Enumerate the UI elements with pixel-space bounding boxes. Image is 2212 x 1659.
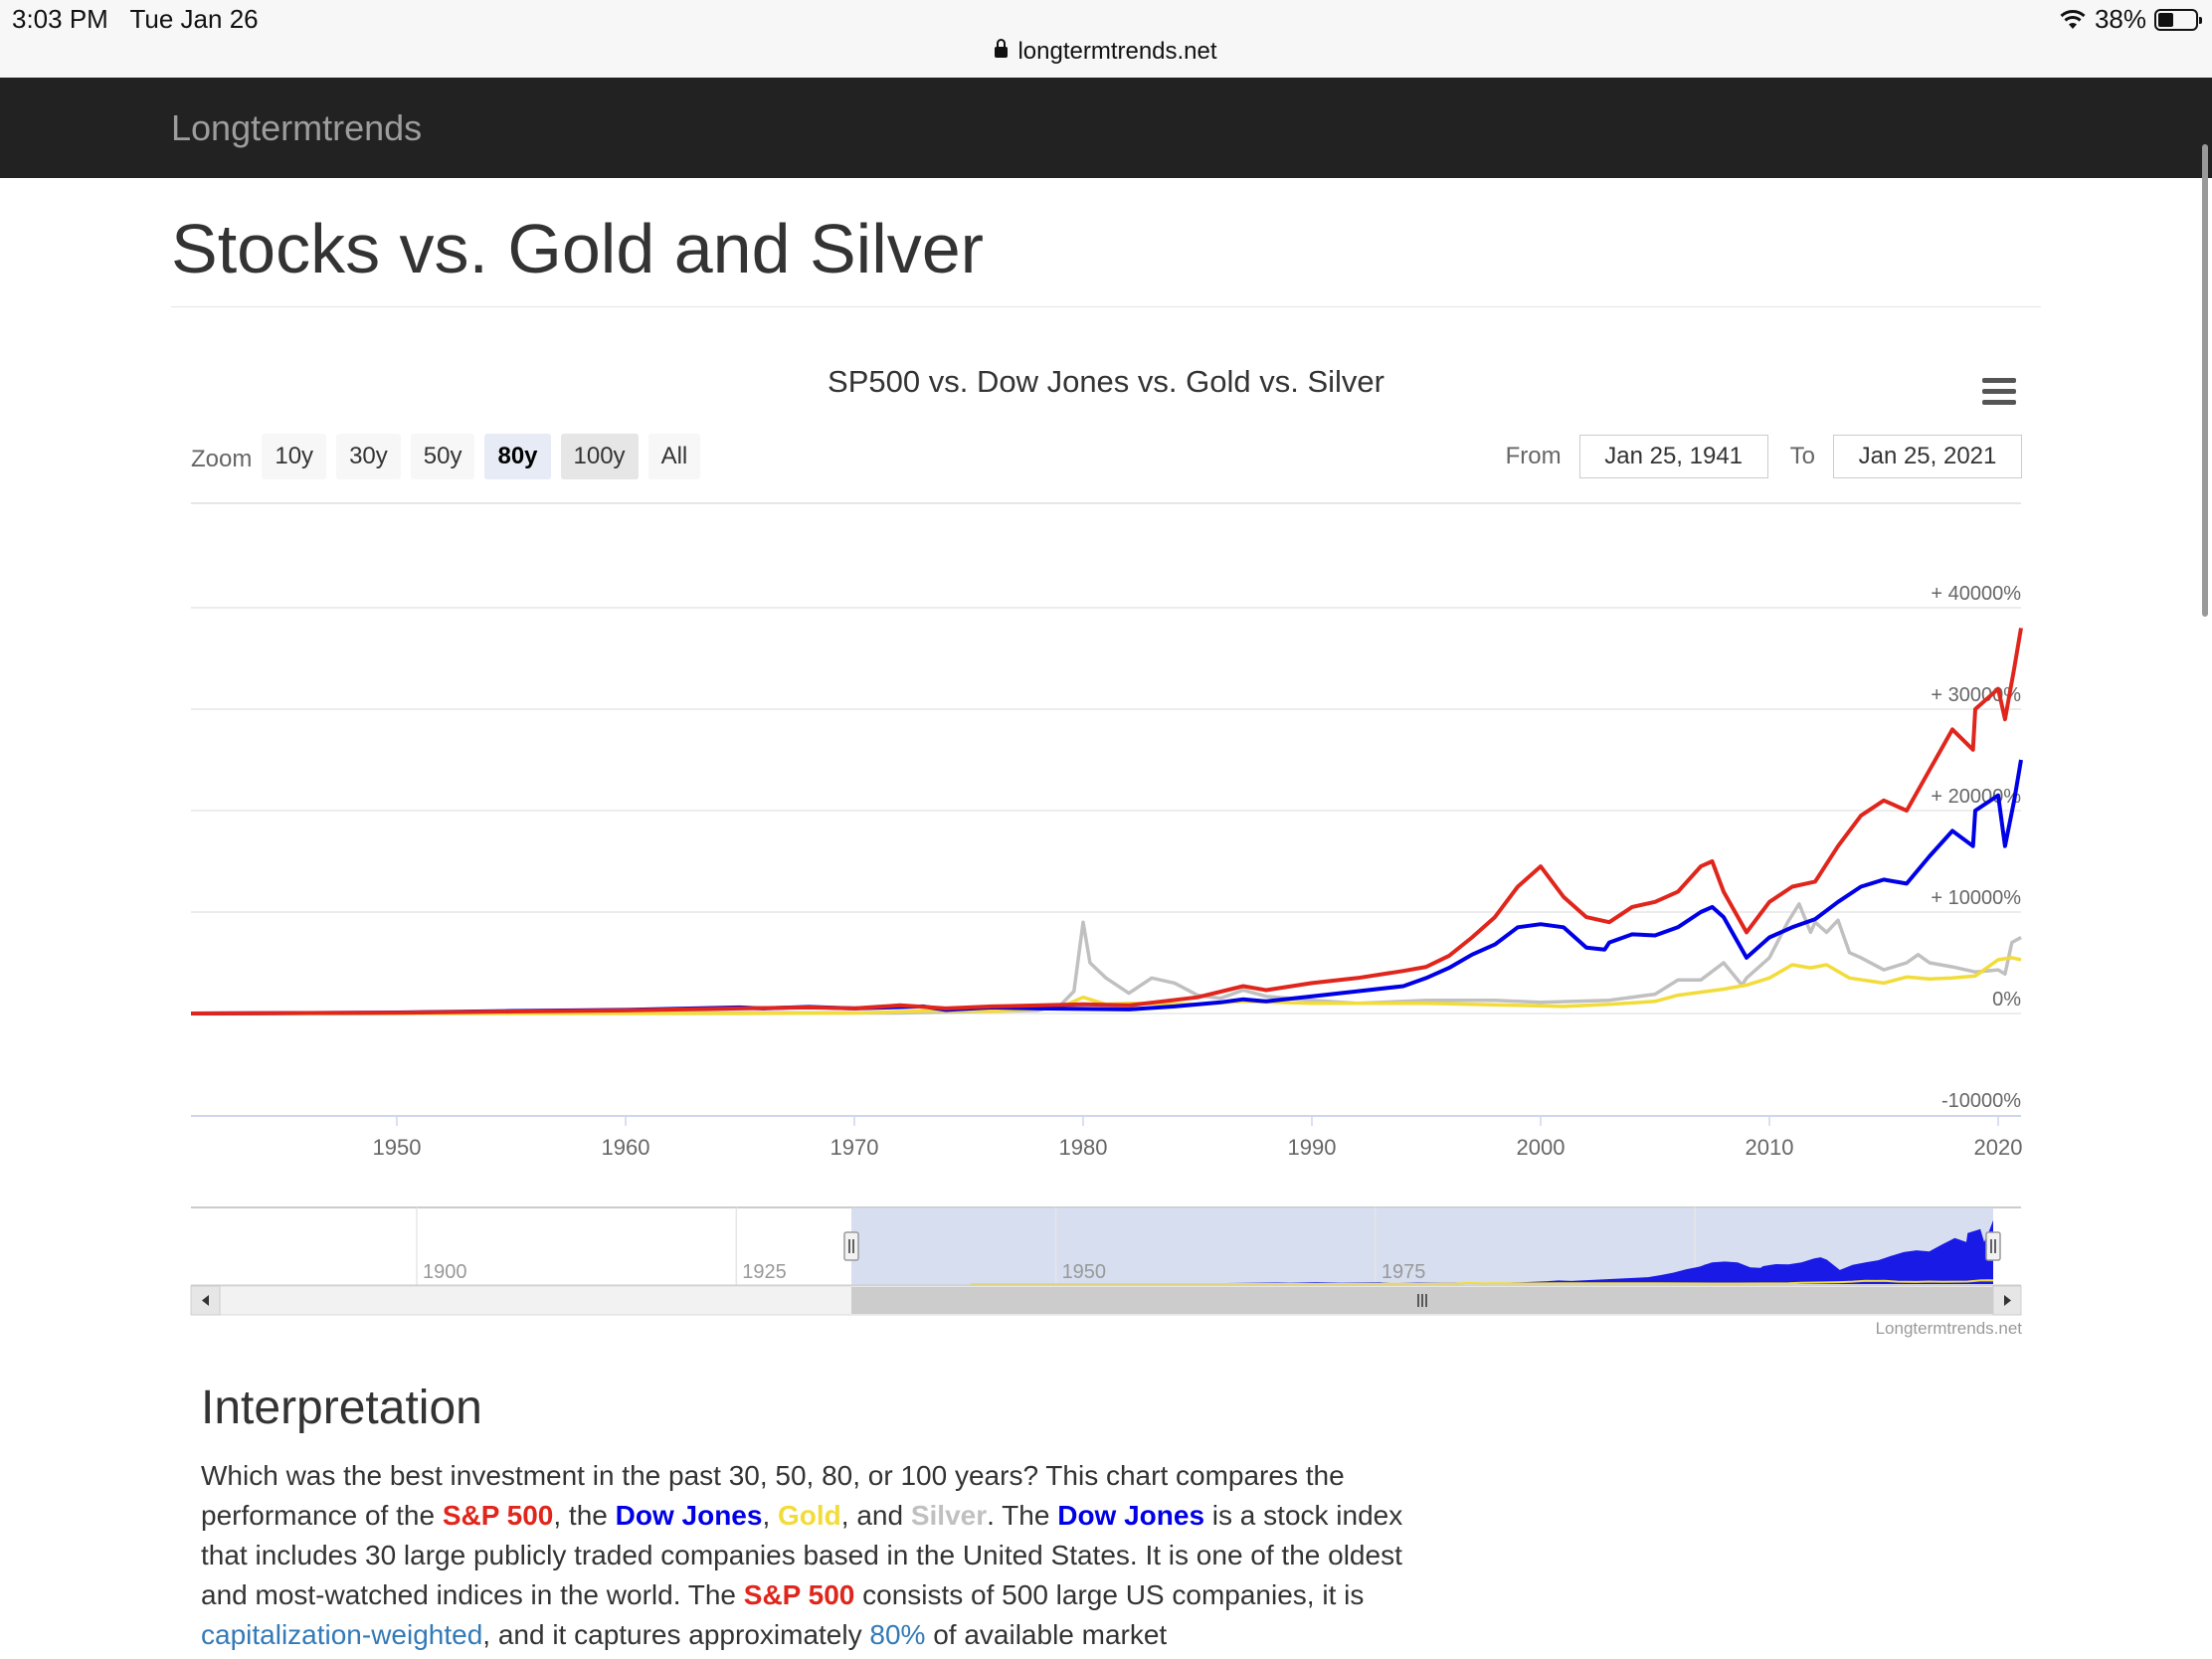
status-date: Tue Jan 26 (129, 4, 259, 34)
dow-highlight: Dow Jones (615, 1500, 763, 1531)
to-label: To (1789, 443, 1815, 469)
chart-title: SP500 vs. Dow Jones vs. Gold vs. Silver (828, 364, 1384, 399)
y-tick-label: 0% (1992, 989, 2021, 1011)
navigator-year-label: 1975 (1382, 1261, 1426, 1283)
status-right: 38% (2059, 4, 2202, 35)
interpretation-paragraph: Which was the best investment in the pas… (201, 1460, 1403, 1650)
navigator-left-handle[interactable] (843, 1231, 859, 1261)
zoom-30y-button[interactable]: 30y (336, 434, 401, 479)
y-tick-label: + 20000% (1931, 786, 2021, 808)
x-tick-label: 1990 (1288, 1135, 1337, 1160)
from-date-input[interactable]: Jan 25, 1941 (1578, 435, 1768, 478)
x-tick-label: 2010 (1746, 1135, 1794, 1160)
x-tick-label: 2020 (1974, 1135, 2023, 1160)
x-tick-label: 2000 (1517, 1135, 1566, 1160)
navigator-scrollbar[interactable] (190, 1285, 2022, 1316)
y-tick-label: -10000% (1941, 1090, 2021, 1112)
navigator-year-label: 1950 (1062, 1261, 1107, 1283)
site-navbar: Longtermtrends (0, 78, 2212, 178)
interpretation-heading: Interpretation (201, 1382, 482, 1434)
page-scrollbar[interactable] (2202, 144, 2208, 617)
chart-menu-icon[interactable] (1982, 378, 2016, 408)
x-tick-label: 1970 (830, 1135, 879, 1160)
sp500-line (190, 628, 2023, 1015)
y-gridlines (191, 607, 2021, 1014)
zoom-all-button[interactable]: All (647, 434, 701, 479)
silver-line (190, 902, 2022, 1015)
zoom-label: Zoom (191, 446, 253, 472)
navigator-right-handle[interactable] (1985, 1231, 2001, 1261)
silver-highlight: Silver (910, 1500, 988, 1531)
title-divider (171, 306, 2041, 307)
y-tick-label: + 10000% (1931, 887, 2021, 909)
battery-icon (2154, 8, 2202, 31)
y-tick-label: + 40000% (1931, 583, 2021, 605)
navigator-area (970, 1219, 1993, 1284)
x-tick-label: 1950 (373, 1135, 422, 1160)
sp500-highlight: S&P 500 (442, 1500, 554, 1531)
status-time: 3:03 PM Tue Jan 26 (12, 4, 259, 34)
series-lines (190, 628, 2023, 1015)
x-tick-label: 1980 (1059, 1135, 1108, 1160)
from-label: From (1505, 443, 1562, 469)
navigator: 19001925195019752000 (191, 1206, 2021, 1286)
gold-highlight: Gold (778, 1500, 841, 1531)
brand-link[interactable]: Longtermtrends (171, 107, 423, 148)
x-tick-label: 1960 (602, 1135, 650, 1160)
dow-line (190, 759, 2023, 1015)
navigator-year-label: 1925 (742, 1261, 787, 1283)
lock-icon (995, 39, 1009, 58)
zoom-10y-button[interactable]: 10y (262, 434, 327, 479)
chart-credit[interactable]: Longtermtrends.net (1875, 1319, 2022, 1338)
zoom-50y-button[interactable]: 50y (410, 434, 475, 479)
navigator-year-label: 1900 (423, 1261, 467, 1283)
zoom-100y-button[interactable]: 100y (560, 434, 639, 479)
navigator-gold-line (970, 1279, 1994, 1285)
eighty-percent-link[interactable]: 80% (869, 1619, 926, 1650)
x-axis-labels: 1950 1960 1970 1980 1990 2000 2010 2020 (373, 1116, 2023, 1160)
address-url: longtermtrends.net (1017, 38, 1217, 65)
capitalization-weighted-link[interactable]: capitalization-weighted (201, 1619, 483, 1650)
scroll-left-arrow[interactable] (190, 1285, 221, 1316)
status-bar: 3:03 PM Tue Jan 26 longtermtrends.net 38… (0, 0, 2212, 78)
scroll-right-arrow[interactable] (1992, 1285, 2022, 1316)
address-bar[interactable]: longtermtrends.net (0, 38, 2212, 66)
zoom-80y-button[interactable]: 80y (484, 434, 551, 479)
stock-gold-silver-chart: -10000%0%+ 10000%+ 20000%+ 30000%+ 40000… (190, 502, 2023, 1316)
to-date-input[interactable]: Jan 25, 2021 (1833, 435, 2022, 478)
y-axis-labels: -10000%0%+ 10000%+ 20000%+ 30000%+ 40000… (1931, 583, 2021, 1112)
sp500-highlight-2: S&P 500 (743, 1579, 855, 1610)
dow-highlight-2: Dow Jones (1057, 1500, 1205, 1531)
page-title: Stocks vs. Gold and Silver (171, 210, 984, 287)
date-range-inputs: From Jan 25, 1941 To Jan 25, 2021 (1506, 435, 2022, 478)
zoom-selector: Zoom 10y 30y 50y 80y 100y All (191, 434, 710, 479)
wifi-icon (2060, 9, 2086, 29)
battery-percent: 38% (2094, 4, 2146, 34)
